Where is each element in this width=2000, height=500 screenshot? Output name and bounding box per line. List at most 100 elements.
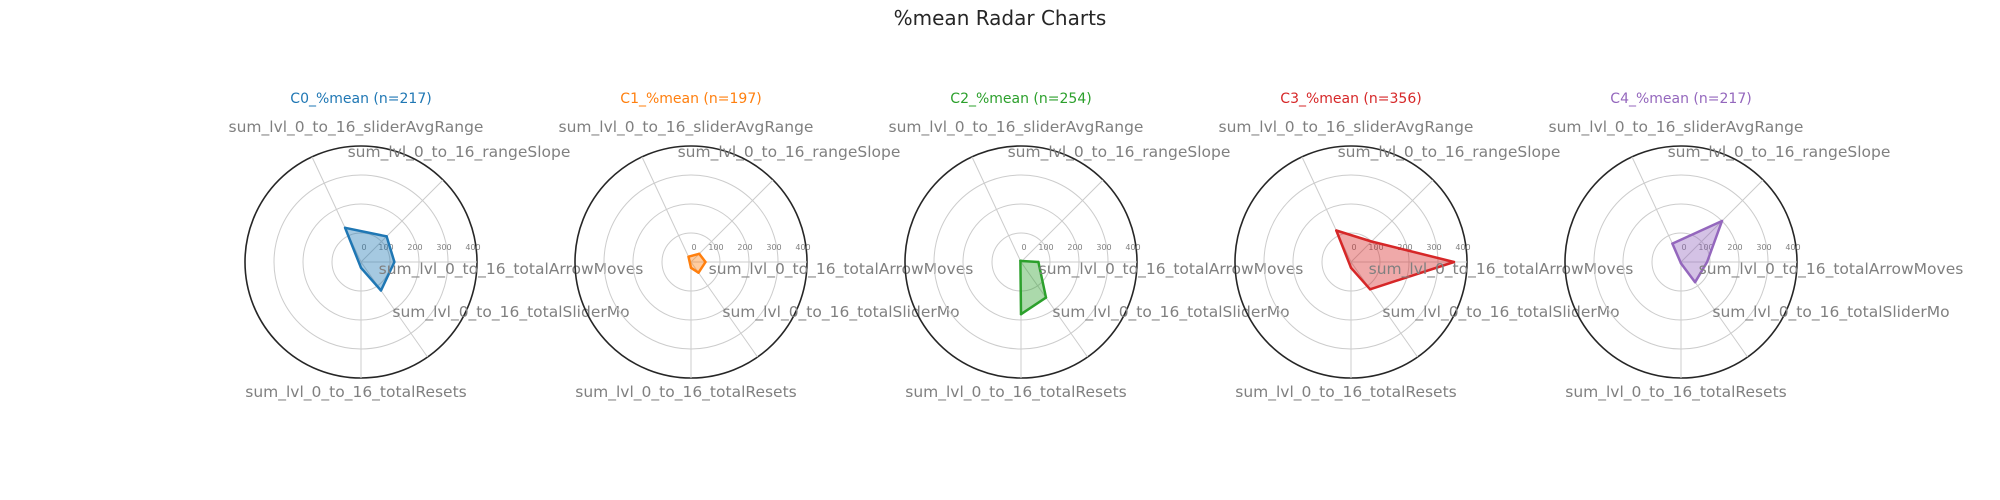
radar-axis-label: sum_lvl_0_to_16_totalResets [245,383,467,402]
radar-axis-label: sum_lvl_0_to_16_sliderAvgRange [1219,118,1474,137]
radar-data-point [1044,296,1048,299]
radial-tick-label: 0 [1681,243,1686,252]
radar-spoke [360,179,444,263]
radar-chart-title: C4_%mean (n=217) [1610,91,1751,107]
radial-tick-label: 300 [766,243,781,252]
radar-data-point [1037,260,1040,264]
radial-tick-label: 400 [795,243,810,252]
radial-tick-label: 300 [436,243,451,252]
radar-axis-label: sum_lvl_0_to_16_totalSliderMo [1712,303,1949,322]
radar-axis-label: sum_lvl_0_to_16_sliderAvgRange [229,118,484,137]
radial-tick-label: 100 [1038,243,1053,252]
radar-data-point [359,266,363,269]
radial-tick-label: 0 [1021,243,1026,252]
radar-chart-0: 0 100 200 300 400 sum_lvl_0_to_16_sliderAvgRa… [229,91,644,402]
radar-axis-label: sum_lvl_0_to_16_totalResets [1565,383,1787,402]
radar-spoke [971,156,1022,263]
radial-tick-label: 0 [691,243,696,252]
radar-series-polygon [1671,219,1724,284]
radial-tick-label: 400 [1455,243,1470,252]
radial-tick-label: 300 [1756,243,1771,252]
radar-data-point [1720,219,1724,223]
radar-series-polygon [343,226,396,292]
radar-axis-label: sum_lvl_0_to_16_rangeSlope [1668,143,1891,162]
radar-data-point [704,260,707,264]
radial-tick-label: 200 [1727,243,1742,252]
radar-data-point [697,271,700,274]
radar-data-point [1019,313,1023,316]
radar-data-point [393,260,396,264]
radial-tick-label: 400 [465,243,480,252]
radar-data-point [698,252,701,255]
radar-chart-title: C1_%mean (n=197) [620,91,761,107]
radial-tick-label: 200 [737,243,752,252]
radial-tick-label: 0 [361,243,366,252]
radial-tick-label: 100 [708,243,723,252]
radar-data-point [1679,262,1683,265]
radial-tick-label: 200 [1067,243,1082,252]
radar-spoke [690,179,774,263]
radar-axis-label: sum_lvl_0_to_16_totalResets [1235,383,1457,402]
radar-axis-label: sum_lvl_0_to_16_sliderAvgRange [559,118,814,137]
radar-axis-label: sum_lvl_0_to_16_totalArrowMoves [379,260,644,279]
radial-tick-label: 400 [1785,243,1800,252]
radar-chart-title: C2_%mean (n=254) [950,91,1091,107]
radar-axis-label: sum_lvl_0_to_16_totalSliderMo [1382,303,1619,322]
radar-axis-label: sum_lvl_0_to_16_sliderAvgRange [889,118,1144,137]
radar-data-point [1671,242,1674,245]
radar-axis-label: sum_lvl_0_to_16_totalArrowMoves [709,260,974,279]
radial-tick-label: 100 [1368,243,1383,252]
radar-axis-label: sum_lvl_0_to_16_totalSliderMo [1052,303,1289,322]
radar-chart-2: 0 100 200 300 400 sum_lvl_0_to_16_sliderAvgRa… [889,91,1304,402]
radar-data-point [1020,259,1024,263]
radar-spoke [1020,179,1104,263]
radar-spoke [360,261,428,358]
radial-tick-label: 200 [407,243,422,252]
radar-axis-label: sum_lvl_0_to_16_rangeSlope [1008,143,1231,162]
radial-tick-label: 100 [378,243,393,252]
radar-data-point [1693,280,1697,284]
radar-data-point [1370,240,1373,243]
radial-tick-label: 100 [1698,243,1713,252]
radar-spoke [1020,261,1088,358]
radar-data-point [1705,260,1709,264]
radar-axis-label: sum_lvl_0_to_16_totalResets [575,383,797,402]
radar-data-point [379,289,383,292]
radar-chart-4: 0 100 200 300 400 sum_lvl_0_to_16_sliderAvgRa… [1549,91,1964,402]
radar-axis-label: sum_lvl_0_to_16_rangeSlope [348,143,571,162]
radar-chart-title: C0_%mean (n=217) [290,91,431,107]
radar-spoke [690,261,758,358]
radar-data-point [343,226,347,230]
radial-tick-label: 0 [1351,243,1356,252]
radar-chart-1: 0 100 200 300 400 sum_lvl_0_to_16_sliderAvgRa… [559,91,974,402]
radar-axis-label: sum_lvl_0_to_16_rangeSlope [1338,143,1561,162]
radar-series-polygon [1335,229,1456,291]
radar-axis-label: sum_lvl_0_to_16_totalArrowMoves [1039,260,1304,279]
radar-axis-label: sum_lvl_0_to_16_totalArrowMoves [1369,260,1634,279]
radial-tick-label: 400 [1125,243,1140,252]
radar-axis-label: sum_lvl_0_to_16_totalSliderMo [722,303,959,322]
figure-title: %mean Radar Charts [893,6,1107,30]
radar-axis-label: sum_lvl_0_to_16_totalSliderMo [392,303,629,322]
radar-axis-label: sum_lvl_0_to_16_sliderAvgRange [1549,118,1804,137]
radar-data-point [1452,260,1456,264]
radar-axis-label: sum_lvl_0_to_16_totalResets [905,383,1127,402]
radar-data-point [1368,288,1372,291]
radar-spoke [1350,261,1418,358]
radar-data-point [1335,229,1338,232]
radar-chart-title: C3_%mean (n=356) [1280,91,1421,107]
radar-chart-3: 0 100 200 300 400 sum_lvl_0_to_16_sliderAvgRa… [1219,91,1634,402]
radar-data-point [1349,266,1353,269]
radar-data-point [385,235,388,238]
radial-tick-label: 300 [1426,243,1441,252]
radar-axis-label: sum_lvl_0_to_16_rangeSlope [678,143,901,162]
radial-tick-label: 300 [1096,243,1111,252]
radar-data-point [687,255,690,258]
radar-series-polygon [687,252,707,274]
radar-axis-label: sum_lvl_0_to_16_totalArrowMoves [1699,260,1964,279]
radar-spoke [1350,179,1434,263]
radial-tick-label: 200 [1397,243,1412,252]
radar-data-point [689,266,693,269]
